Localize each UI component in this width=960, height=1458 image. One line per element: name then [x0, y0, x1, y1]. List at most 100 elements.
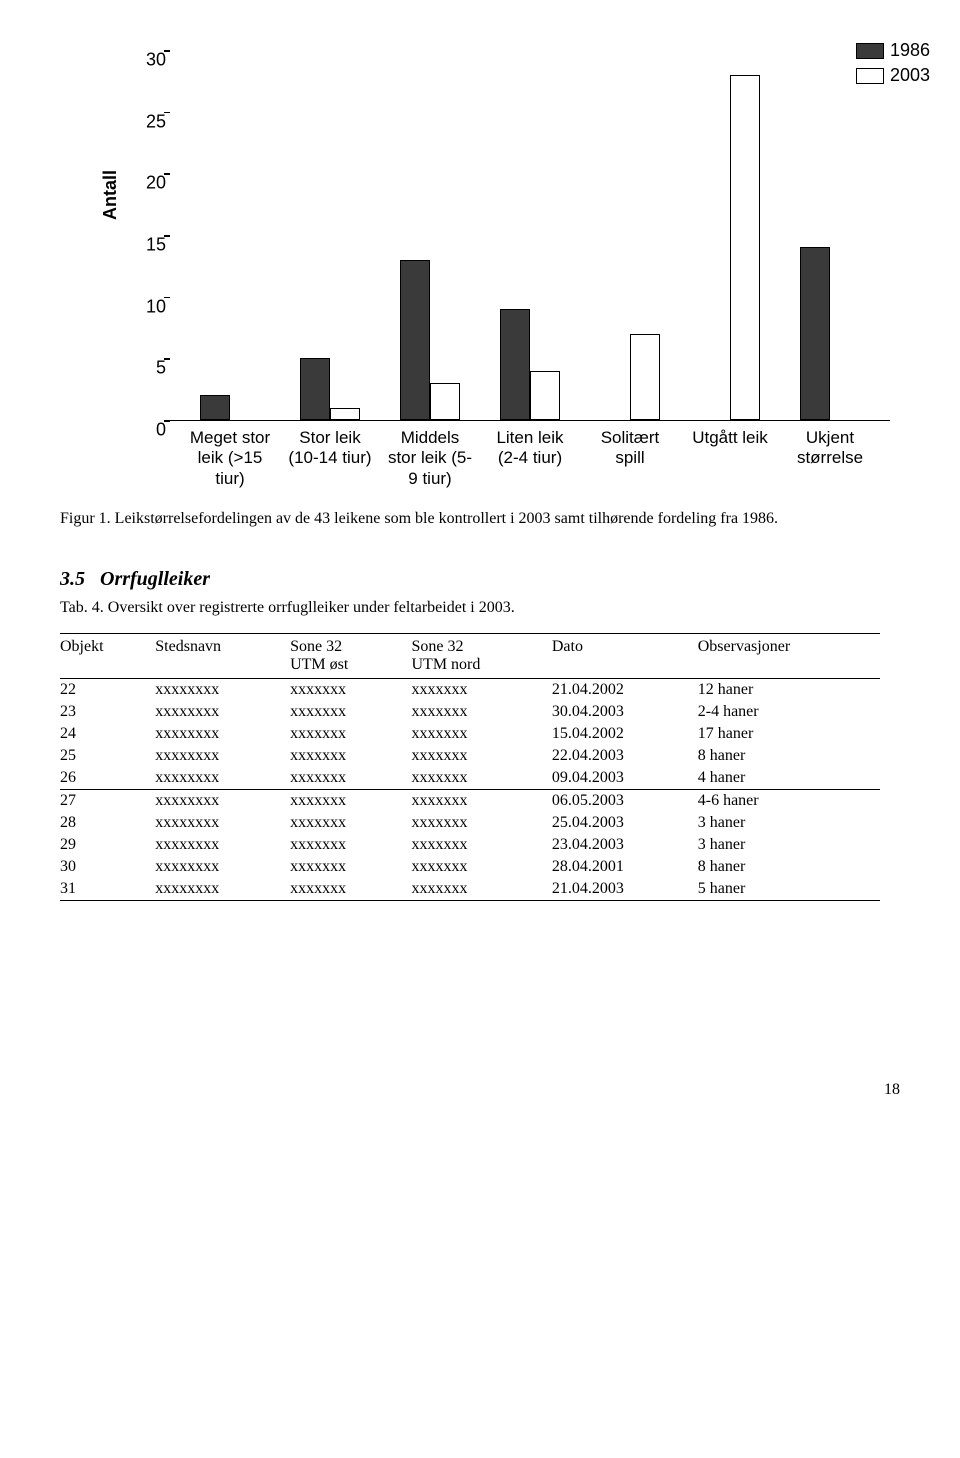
table-cell: xxxxxxxx	[155, 767, 290, 790]
table-cell: 28.04.2001	[552, 856, 698, 878]
legend-label: 1986	[890, 40, 930, 61]
table-cell: xxxxxxx	[290, 723, 411, 745]
y-tick-label: 25	[110, 111, 166, 132]
table-cell: 4 haner	[698, 767, 880, 790]
table-cell: 3 haner	[698, 834, 880, 856]
page-number: 18	[60, 1081, 900, 1099]
table-cell: 28	[60, 812, 155, 834]
table-cell: xxxxxxx	[290, 745, 411, 767]
table-cell: xxxxxxx	[411, 790, 551, 813]
table-cell: xxxxxxxx	[155, 745, 290, 767]
table-row: 22xxxxxxxxxxxxxxxxxxxxxx21.04.200212 han…	[60, 679, 880, 702]
column-header: Sone 32UTM øst	[290, 634, 411, 679]
table-cell: xxxxxxx	[411, 679, 551, 702]
orrfugl-table: ObjektStedsnavnSone 32UTM østSone 32UTM …	[60, 633, 880, 901]
x-tick-label: Stor leik (10-14 tiur)	[285, 428, 375, 489]
bar-group	[800, 247, 860, 420]
bar-group	[400, 260, 460, 420]
bar	[530, 371, 560, 420]
x-tick-label: Utgått leik	[685, 428, 775, 489]
table-cell: 22.04.2003	[552, 745, 698, 767]
table-cell: xxxxxxx	[411, 878, 551, 901]
x-tick-label: Liten leik (2-4 tiur)	[485, 428, 575, 489]
column-header: Stedsnavn	[155, 634, 290, 679]
y-tick-label: 0	[110, 420, 166, 441]
table-row: 31xxxxxxxxxxxxxxxxxxxxxx21.04.20035 hane…	[60, 878, 880, 901]
table-cell: 21.04.2002	[552, 679, 698, 702]
table-row: 30xxxxxxxxxxxxxxxxxxxxxx28.04.20018 hane…	[60, 856, 880, 878]
y-tick-label: 15	[110, 235, 166, 256]
chart-legend: 1986 2003	[856, 40, 930, 90]
table-cell: 8 haner	[698, 856, 880, 878]
legend-item: 1986	[856, 40, 930, 61]
table-cell: 3 haner	[698, 812, 880, 834]
table-row: 23xxxxxxxxxxxxxxxxxxxxxx30.04.20032-4 ha…	[60, 701, 880, 723]
table-cell: xxxxxxx	[411, 856, 551, 878]
figure-caption: Figur 1. Leikstørrelsefordelingen av de …	[60, 510, 900, 528]
bar	[200, 395, 230, 420]
column-header: Sone 32UTM nord	[411, 634, 551, 679]
table-cell: xxxxxxx	[411, 767, 551, 790]
table-cell: 23.04.2003	[552, 834, 698, 856]
table-cell: xxxxxxxx	[155, 723, 290, 745]
plot-area	[170, 50, 890, 421]
bar	[630, 334, 660, 420]
table-cell: 30.04.2003	[552, 701, 698, 723]
column-header: Observasjoner	[698, 634, 880, 679]
legend-swatch	[856, 68, 884, 84]
table-cell: xxxxxxxx	[155, 679, 290, 702]
table-cell: 24	[60, 723, 155, 745]
column-header: Dato	[552, 634, 698, 679]
table-cell: xxxxxxx	[290, 812, 411, 834]
table-cell: 25.04.2003	[552, 812, 698, 834]
table-row: 29xxxxxxxxxxxxxxxxxxxxxx23.04.20033 hane…	[60, 834, 880, 856]
x-tick-label: Solitært spill	[585, 428, 675, 489]
y-tick-label: 5	[110, 358, 166, 379]
table-cell: xxxxxxx	[411, 812, 551, 834]
bar	[500, 309, 530, 420]
table-cell: xxxxxxxx	[155, 878, 290, 901]
table-cell: 21.04.2003	[552, 878, 698, 901]
table-cell: 06.05.2003	[552, 790, 698, 813]
table-row: 25xxxxxxxxxxxxxxxxxxxxxx22.04.20038 hane…	[60, 745, 880, 767]
bar	[430, 383, 460, 420]
table-cell: xxxxxxxx	[155, 812, 290, 834]
bar-group	[300, 358, 360, 420]
table-cell: 12 haner	[698, 679, 880, 702]
legend-label: 2003	[890, 65, 930, 86]
table-cell: 09.04.2003	[552, 767, 698, 790]
table-cell: 30	[60, 856, 155, 878]
section-number: 3.5	[60, 568, 85, 590]
table-cell: 23	[60, 701, 155, 723]
table-cell: xxxxxxx	[290, 834, 411, 856]
table-cell: xxxxxxx	[411, 834, 551, 856]
table-cell: xxxxxxxx	[155, 834, 290, 856]
table-cell: xxxxxxxx	[155, 701, 290, 723]
bar-group	[500, 309, 560, 420]
table-cell: xxxxxxx	[411, 701, 551, 723]
section-heading: 3.5 Orrfuglleiker	[60, 568, 900, 591]
table-cell: 17 haner	[698, 723, 880, 745]
table-cell: xxxxxxxx	[155, 790, 290, 813]
table-cell: xxxxxxx	[290, 701, 411, 723]
x-tick-label: Ukjent størrelse	[785, 428, 875, 489]
y-tick-label: 30	[110, 50, 166, 71]
bar	[400, 260, 430, 420]
bar-group	[200, 395, 260, 420]
bar	[300, 358, 330, 420]
table-cell: 4-6 haner	[698, 790, 880, 813]
table-cell: 27	[60, 790, 155, 813]
table-cell: xxxxxxx	[290, 856, 411, 878]
bar-group	[600, 334, 660, 420]
table-row: 27xxxxxxxxxxxxxxxxxxxxxx06.05.20034-6 ha…	[60, 790, 880, 813]
section-title: Orrfuglleiker	[100, 568, 210, 590]
bar	[800, 247, 830, 420]
leik-chart: Antall 051015202530 19862003 Meget stor …	[110, 40, 930, 500]
y-tick-label: 10	[110, 296, 166, 317]
x-tick-label: Middels stor leik (5-9 tiur)	[385, 428, 475, 489]
table-cell: xxxxxxx	[290, 679, 411, 702]
column-header: Objekt	[60, 634, 155, 679]
table-cell: 31	[60, 878, 155, 901]
table-cell: xxxxxxx	[290, 878, 411, 901]
bar-group	[700, 75, 760, 420]
